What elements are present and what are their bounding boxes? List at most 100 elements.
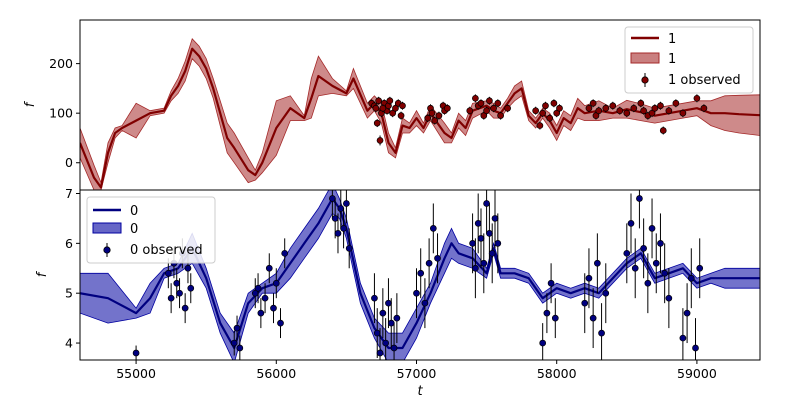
bottom-legend-band-label: 0 [130, 222, 138, 237]
x-tick-label: 58000 [537, 366, 577, 381]
top-observed-point [428, 109, 436, 117]
top-observed-point [504, 104, 511, 112]
top-legend-point-swatch [641, 76, 649, 84]
bottom-observed-point [337, 205, 345, 212]
bottom-observed-point [551, 314, 559, 322]
bottom-observed-point [627, 220, 635, 227]
bottom-legend-box [86, 196, 216, 264]
top-observed-point [376, 137, 384, 144]
top-y-tick-label: 100 [49, 106, 73, 121]
top-legend: 1 1 1 observed [624, 26, 754, 94]
top-observed-point [700, 104, 708, 112]
top-observed-point [665, 107, 673, 115]
bottom-y-tick-label: 6 [65, 236, 73, 251]
bottom-observed-point [345, 244, 353, 252]
bottom-observed-point [488, 249, 496, 257]
top-panel: 0 100 200 f 1 1 1 observed [23, 19, 761, 191]
top-observed-point [616, 107, 624, 115]
bottom-observed-point [390, 344, 398, 352]
top-observed-point [536, 122, 544, 129]
top-observed-point [431, 117, 439, 124]
bottom-observed-point [480, 259, 488, 267]
bottom-observed-point [382, 339, 389, 347]
top-legend-band-swatch [630, 52, 660, 64]
top-observed-point [472, 94, 479, 102]
top-observed-point [466, 107, 474, 115]
top-observed-point [630, 104, 638, 112]
bottom-y-tick-label: 4 [65, 336, 73, 351]
bottom-observed-point [393, 314, 401, 322]
x-axis-label: t [417, 384, 423, 399]
bottom-legend-point-swatch [103, 246, 111, 254]
bottom-observed-point [233, 324, 241, 332]
top-observed-point [373, 119, 381, 127]
bottom-observed-point [376, 349, 384, 357]
top-observed-point [693, 94, 701, 102]
top-observed-point [602, 104, 610, 112]
top-model-line [80, 47, 760, 189]
bottom-observed-point [494, 239, 502, 247]
bottom-observed-point [486, 230, 493, 237]
top-observed-point [532, 107, 540, 115]
bottom-observed-point [164, 269, 172, 277]
bottom-observed-point [176, 289, 183, 297]
top-observed-point [592, 112, 600, 120]
top-observed-point [589, 99, 597, 107]
top-observed-point [497, 112, 504, 120]
bottom-observed-point [173, 279, 181, 287]
top-observed-point [657, 102, 664, 110]
bottom-observed-points [132, 190, 704, 360]
bottom-band-area [80, 190, 760, 360]
x-tick-label: 56000 [256, 366, 296, 381]
top-observed-points [368, 94, 708, 146]
bottom-observed-point [181, 304, 189, 312]
top-observed-point [435, 112, 443, 120]
bottom-observed-point [692, 344, 699, 352]
bottom-observed-point [343, 200, 350, 207]
bottom-observed-point [469, 239, 476, 247]
bottom-observed-point [385, 299, 392, 307]
bottom-y-axis-label: f [35, 270, 50, 277]
bottom-observed-point [387, 319, 395, 327]
bottom-y-ticks: 4 5 6 7 [65, 186, 80, 351]
bottom-observed-point [236, 344, 244, 352]
top-observed-point [443, 104, 451, 112]
top-y-tick-label: 200 [49, 56, 73, 71]
bottom-observed-point [184, 264, 192, 272]
top-y-ticks: 0 100 200 [49, 56, 80, 170]
top-observed-point [659, 127, 667, 134]
bottom-legend-band-swatch [92, 222, 122, 234]
x-tick-label: 59000 [677, 366, 717, 381]
top-observed-point [379, 104, 387, 112]
bottom-observed-point [665, 294, 673, 302]
bottom-legend: 0 0 0 observed [86, 196, 216, 264]
bottom-observed-point [589, 314, 597, 322]
top-observed-point [389, 109, 397, 117]
bottom-observed-point [683, 309, 691, 317]
bottom-observed-point [270, 304, 277, 312]
top-observed-point [595, 107, 603, 115]
top-observed-point [539, 109, 547, 117]
bottom-observed-point [334, 230, 342, 237]
top-model-curve [80, 47, 760, 189]
top-observed-point [585, 104, 593, 112]
top-observed-point [679, 109, 687, 117]
bottom-observed-point [598, 329, 605, 337]
bottom-observed-point [547, 279, 555, 287]
top-observed-point [399, 102, 406, 110]
bottom-observed-point [257, 309, 265, 317]
bottom-observed-point [187, 284, 195, 292]
bottom-observed-point [581, 299, 589, 307]
bottom-observed-point [644, 279, 652, 287]
top-observed-point [623, 109, 631, 117]
top-observed-point [392, 104, 399, 112]
bottom-observed-point [413, 289, 420, 297]
bottom-observed-point [483, 200, 490, 207]
top-observed-point [397, 112, 405, 120]
bottom-observed-point [254, 284, 262, 292]
bottom-observed-point [167, 294, 175, 302]
top-y-tick-label: 0 [65, 155, 73, 170]
top-legend-line-label: 1 [668, 32, 676, 47]
top-observed-point [556, 104, 563, 112]
